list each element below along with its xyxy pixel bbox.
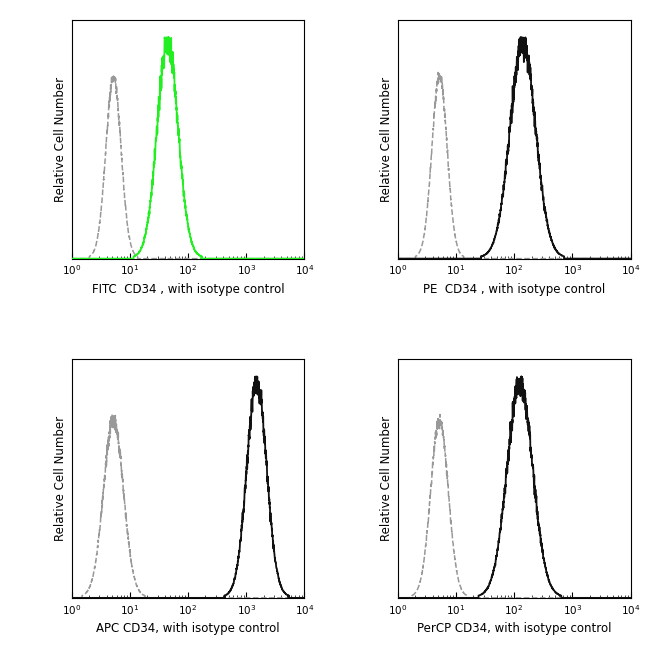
X-axis label: APC CD34, with isotype control: APC CD34, with isotype control (96, 622, 280, 635)
Y-axis label: Relative Cell Number: Relative Cell Number (380, 416, 393, 541)
Y-axis label: Relative Cell Number: Relative Cell Number (55, 77, 68, 202)
Y-axis label: Relative Cell Number: Relative Cell Number (55, 416, 68, 541)
Y-axis label: Relative Cell Number: Relative Cell Number (380, 77, 393, 202)
X-axis label: FITC  CD34 , with isotype control: FITC CD34 , with isotype control (92, 283, 284, 296)
X-axis label: PerCP CD34, with isotype control: PerCP CD34, with isotype control (417, 622, 611, 635)
X-axis label: PE  CD34 , with isotype control: PE CD34 , with isotype control (423, 283, 605, 296)
